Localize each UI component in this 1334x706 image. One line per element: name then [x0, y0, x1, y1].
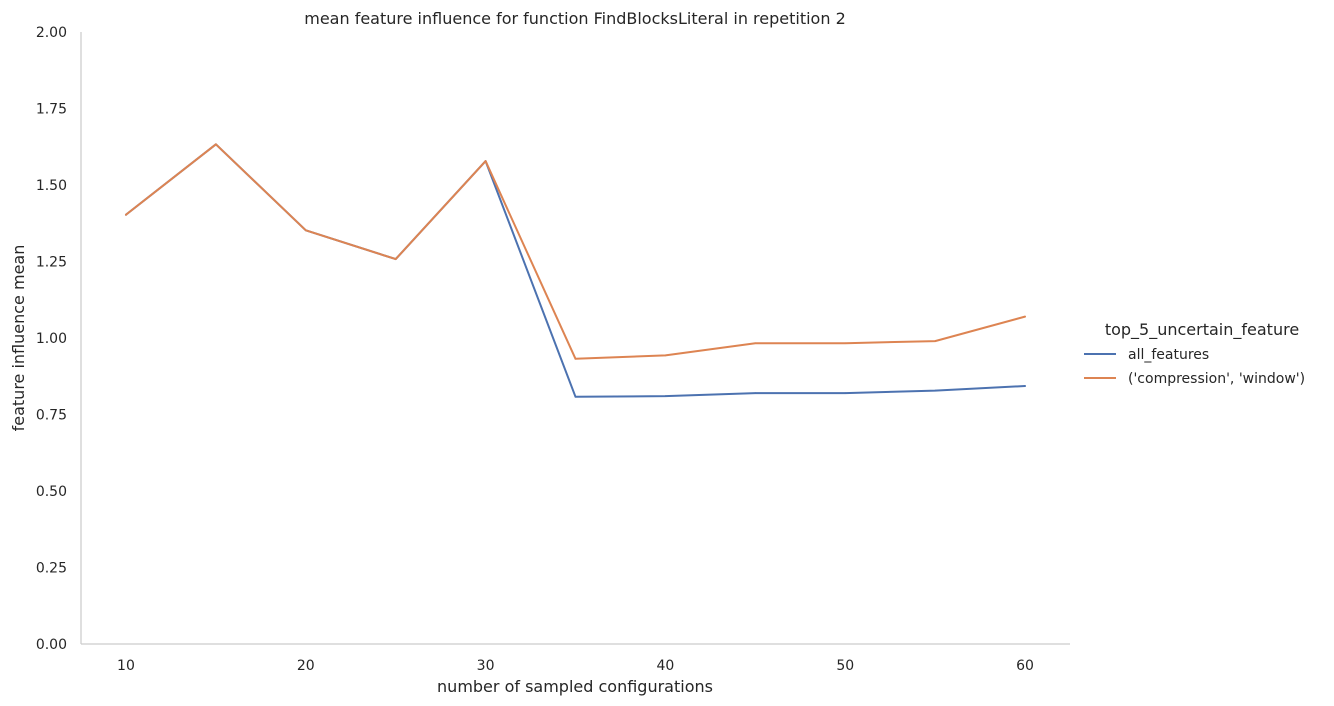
data-point — [574, 396, 577, 398]
data-point — [844, 392, 846, 394]
data-point — [305, 229, 307, 232]
data-point — [844, 342, 846, 345]
data-point — [754, 392, 757, 394]
x-tick-label: 10 — [117, 658, 135, 674]
y-tick-label: 1.25 — [36, 255, 67, 271]
x-axis-ticks: 10 20 30 40 50 60 — [117, 658, 1034, 674]
data-point — [934, 340, 936, 342]
x-tick-label: 40 — [656, 658, 674, 674]
legend-label: all_features — [1128, 347, 1209, 363]
x-tick-label: 30 — [477, 658, 495, 674]
y-tick-label: 1.50 — [36, 178, 67, 194]
legend-label: ('compression', 'window') — [1128, 371, 1305, 387]
data-point — [1024, 315, 1026, 318]
y-tick-label: 0.25 — [36, 561, 67, 577]
data-point — [215, 143, 217, 146]
data-point — [934, 389, 936, 392]
data-point — [1024, 385, 1026, 387]
legend: top_5_uncertain_feature all_features ('co… — [1084, 320, 1305, 387]
x-tick-label: 20 — [297, 658, 315, 674]
data-point — [574, 358, 577, 360]
y-tick-label: 0.75 — [36, 408, 67, 424]
legend-items: all_features ('compression', 'window') — [1084, 347, 1305, 387]
series-lines — [125, 143, 1026, 398]
data-point — [754, 342, 757, 345]
data-point — [664, 395, 667, 397]
y-tick-label: 1.75 — [36, 102, 67, 118]
y-axis-ticks: 0.00 0.25 0.50 0.75 1.00 1.25 1.50 1.75 2.00 — [36, 25, 67, 653]
data-point — [664, 354, 667, 357]
y-axis-title: feature influence mean — [9, 245, 28, 432]
y-tick-label: 2.00 — [36, 25, 67, 41]
x-axis-title: number of sampled configurations — [437, 677, 713, 696]
series-line-1 — [125, 143, 1026, 360]
x-tick-label: 60 — [1016, 658, 1034, 674]
y-tick-label: 0.50 — [36, 484, 67, 500]
y-tick-label: 1.00 — [36, 331, 67, 347]
x-tick-label: 50 — [836, 658, 854, 674]
y-tick-label: 0.00 — [36, 637, 67, 653]
chart-title: mean feature influence for function Find… — [304, 9, 846, 28]
data-point — [484, 160, 487, 162]
data-point — [394, 258, 397, 260]
legend-title: top_5_uncertain_feature — [1105, 320, 1299, 340]
data-point — [125, 213, 127, 216]
